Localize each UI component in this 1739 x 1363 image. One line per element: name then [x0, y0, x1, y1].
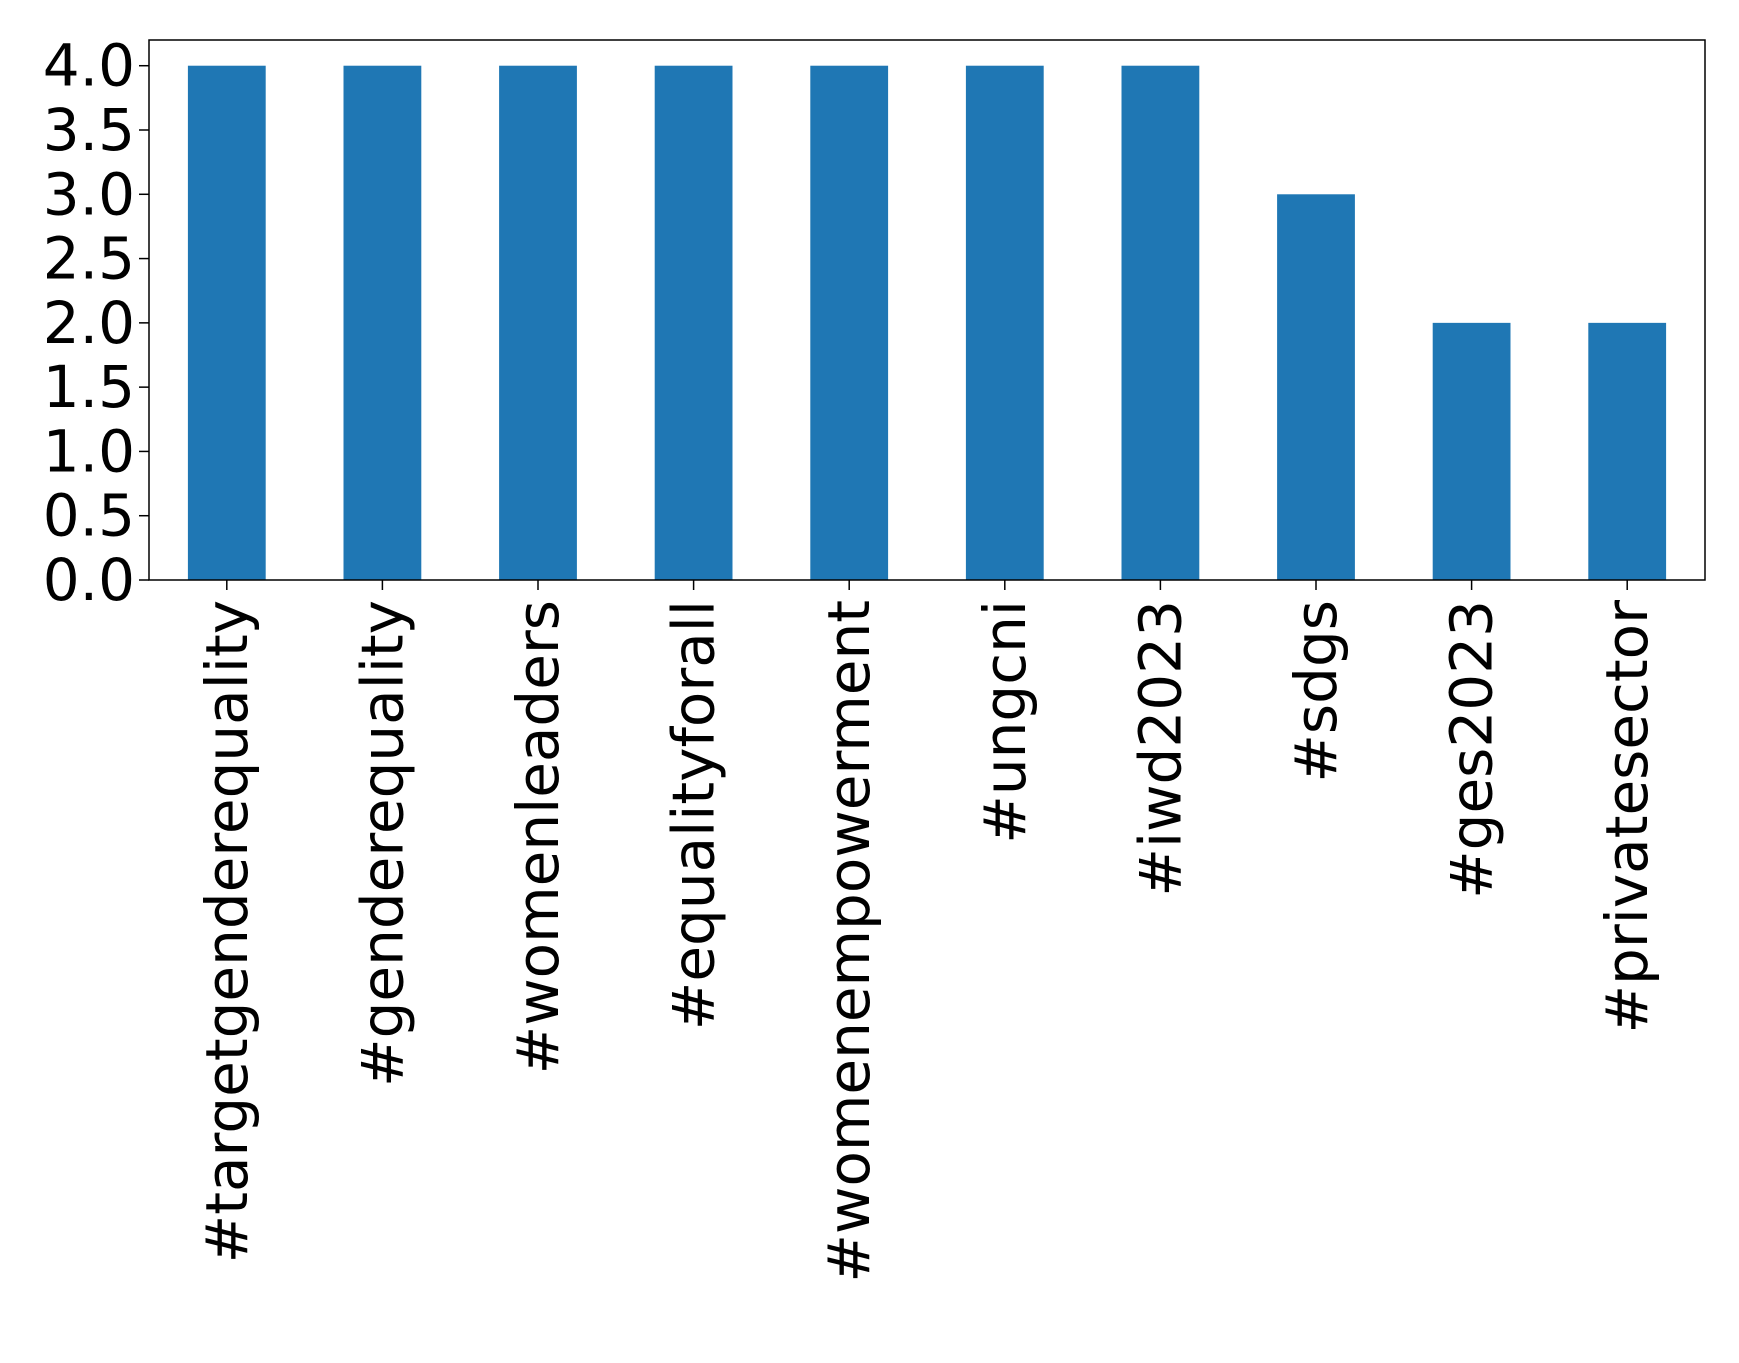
bar-ges2023 — [1432, 322, 1511, 580]
x-tick-label: #targetgenderequality — [193, 600, 261, 1263]
x-tick-label: #genderequality — [348, 600, 416, 1087]
bar-privatesector — [1588, 322, 1667, 580]
y-tick-label: 3.0 — [43, 160, 135, 228]
x-tick-label: #iwd2023 — [1126, 600, 1194, 897]
bar-sdgs — [1277, 194, 1355, 581]
bar-genderequality — [343, 65, 422, 580]
x-tick-label: #ungcni — [971, 600, 1039, 844]
bar-equalityforall — [654, 65, 733, 580]
y-tick-label: 4.0 — [43, 32, 135, 100]
bar-targetgenderequality — [187, 65, 266, 580]
y-tick-label: 1.0 — [43, 417, 135, 485]
y-tick-label: 2.5 — [43, 225, 135, 293]
x-tick-label: #equalityforall — [660, 600, 728, 1030]
bar-womenleaders — [499, 65, 577, 580]
y-axis: 0.00.51.01.52.02.53.03.54.0 — [43, 32, 149, 614]
y-tick-label: 0.0 — [43, 546, 135, 614]
y-tick-label: 1.5 — [43, 353, 135, 421]
y-tick-label: 2.0 — [43, 289, 135, 357]
bars-group — [187, 65, 1667, 581]
x-tick-label: #ges2023 — [1438, 600, 1506, 899]
x-tick-label: #privatesector — [1593, 600, 1661, 1034]
bar-iwd2023 — [1121, 65, 1200, 580]
x-tick-label: #womenempowerment — [815, 600, 883, 1283]
bar-ungcni — [965, 65, 1044, 580]
x-tick-label: #womenleaders — [504, 600, 572, 1074]
x-tick-label: #sdgs — [1282, 600, 1350, 783]
x-axis: #targetgenderequality #genderequality #wom… — [193, 580, 1661, 1283]
plot-area-frame — [148, 39, 1706, 581]
y-tick-label: 3.5 — [43, 96, 135, 164]
bar-womenempowerment — [810, 65, 889, 580]
y-tick-label: 0.5 — [43, 482, 135, 550]
